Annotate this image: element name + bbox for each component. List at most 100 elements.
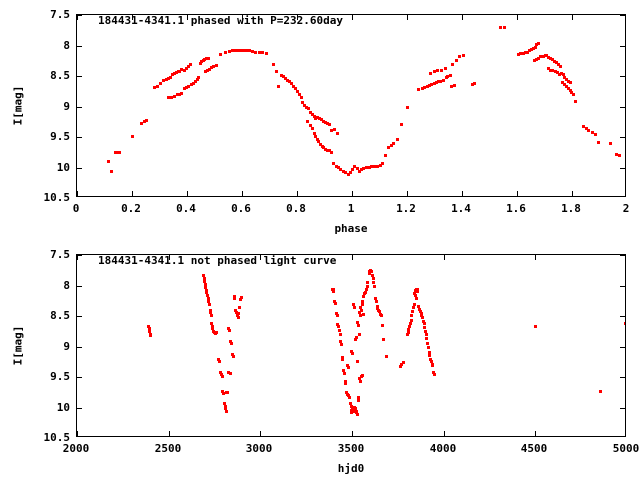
data-point: [203, 283, 207, 287]
data-point: [370, 269, 374, 273]
data-point: [158, 82, 162, 86]
y-tick-mark-right: [620, 15, 625, 16]
data-point: [375, 304, 379, 308]
data-point: [324, 147, 328, 151]
data-point: [545, 53, 549, 57]
data-point: [344, 170, 348, 174]
x-tick-mark-top: [352, 15, 353, 20]
data-point: [351, 409, 355, 413]
x-tick-mark-top: [297, 15, 298, 20]
data-point: [360, 373, 364, 377]
x-tick-mark-top: [444, 255, 445, 260]
data-point: [373, 284, 376, 288]
data-point: [553, 59, 557, 63]
data-point: [440, 68, 444, 72]
data-point: [353, 406, 357, 410]
data-point: [331, 289, 335, 293]
x-tick-mark: [187, 191, 188, 196]
data-point: [204, 288, 208, 292]
data-point: [329, 150, 333, 154]
y-tick-label: 7.5: [50, 8, 70, 21]
data-point: [350, 408, 354, 412]
x-tick-label: 0.2: [121, 202, 141, 215]
data-point: [343, 379, 347, 383]
data-point: [352, 305, 356, 309]
data-point: [143, 119, 147, 123]
x-tick-mark-top: [517, 15, 518, 20]
data-point: [148, 329, 152, 333]
data-point: [179, 92, 183, 96]
data-point: [340, 343, 343, 347]
data-point: [385, 355, 389, 359]
y-tick-mark-right: [620, 347, 625, 348]
data-point: [185, 67, 189, 71]
data-point: [206, 297, 210, 301]
data-point: [473, 82, 477, 86]
y-tick-mark-right: [620, 255, 625, 256]
data-point: [227, 327, 231, 331]
y-tick-mark: [77, 15, 82, 16]
data-point: [242, 48, 246, 52]
data-point: [291, 84, 295, 88]
data-point: [537, 42, 541, 46]
data-point: [618, 154, 622, 158]
data-point: [355, 411, 359, 415]
x-tick-mark-top: [77, 255, 78, 260]
x-tick-label: 1.8: [561, 202, 581, 215]
data-point: [289, 82, 293, 86]
data-point: [570, 91, 574, 95]
x-tick-mark-top: [407, 15, 408, 20]
x-tick-label: 4000: [429, 442, 457, 455]
data-point: [357, 396, 361, 400]
phased-y-axis-label: I[mag]: [11, 85, 25, 125]
data-point: [556, 62, 560, 66]
data-point: [327, 122, 331, 126]
y-tick-label: 8.5: [50, 309, 70, 322]
phased-x-axis-label: phase: [334, 222, 368, 235]
data-point: [425, 84, 429, 88]
data-point: [361, 312, 365, 316]
y-tick-mark: [77, 377, 82, 378]
data-point: [113, 150, 117, 154]
data-point: [274, 70, 278, 74]
x-tick-mark: [77, 191, 78, 196]
data-point: [502, 26, 506, 30]
y-tick-mark: [77, 137, 82, 138]
data-point: [418, 307, 422, 311]
data-point: [228, 329, 232, 333]
x-tick-mark: [352, 191, 353, 196]
data-point: [345, 363, 349, 367]
y-tick-mark-right: [620, 76, 625, 77]
data-point: [624, 322, 625, 326]
data-point: [224, 407, 228, 411]
data-point: [555, 60, 559, 64]
data-point: [320, 118, 324, 122]
data-point: [425, 336, 429, 340]
data-point: [316, 116, 320, 120]
data-point: [608, 142, 612, 146]
data-point: [373, 165, 376, 169]
data-point: [564, 84, 568, 88]
data-point: [356, 323, 360, 327]
y-tick-label: 9.5: [50, 370, 70, 383]
data-point: [374, 299, 378, 303]
data-point: [614, 153, 618, 157]
data-point: [451, 63, 455, 67]
x-tick-mark-top: [352, 255, 353, 260]
data-point: [257, 50, 261, 54]
data-point: [519, 52, 523, 56]
data-point: [323, 120, 327, 124]
y-tick-label: 8: [63, 39, 70, 52]
data-point: [204, 285, 208, 289]
data-point: [210, 324, 214, 328]
data-point: [441, 78, 445, 82]
data-point: [219, 53, 223, 57]
data-point: [234, 48, 238, 52]
data-point: [345, 391, 349, 395]
data-point: [110, 170, 114, 174]
data-point: [387, 146, 391, 150]
data-point: [428, 83, 432, 87]
data-point: [195, 78, 199, 82]
data-point: [201, 274, 205, 278]
data-point: [429, 71, 433, 75]
